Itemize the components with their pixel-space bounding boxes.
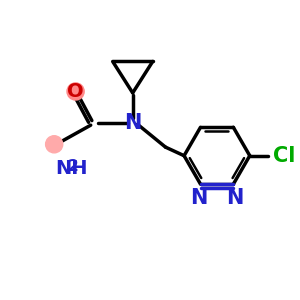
Text: O: O [67,82,84,101]
Text: N: N [226,188,244,208]
Text: 2: 2 [68,159,78,174]
Text: NH: NH [56,159,88,178]
Circle shape [67,83,84,100]
Text: N: N [190,188,208,208]
Text: Cl: Cl [273,146,295,166]
Text: N: N [124,113,141,133]
Circle shape [46,136,63,153]
